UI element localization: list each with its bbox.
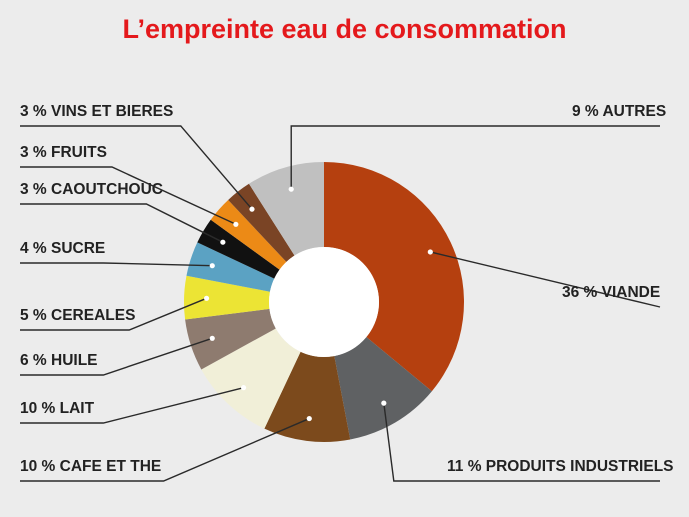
slice-viande [324, 162, 464, 392]
label-caoutchouc: 3 % CAOUTCHOUC [20, 181, 163, 198]
slice-lait [201, 328, 301, 429]
slice-fruits [210, 199, 287, 270]
leader-dot-viande [427, 249, 433, 255]
label-lait: 10 % LAIT [20, 400, 95, 417]
leader-dot-fruits [233, 221, 239, 227]
slice-cereales [184, 275, 270, 320]
label-sucre: 4 % SUCRE [20, 240, 105, 257]
leader-dot-autres [288, 186, 294, 192]
slice-cafe-et-the [264, 351, 351, 442]
leader-line-vins-et-bieres [20, 125, 253, 210]
leader-dot-huile [209, 335, 215, 341]
label-huile: 6 % HUILE [20, 352, 98, 369]
leader-line-lait [20, 386, 244, 424]
slice-huile [185, 308, 276, 370]
label-vins-et-bieres: 3 % VINS ET BIERES [20, 103, 173, 120]
slice-vins-et-bieres [228, 183, 295, 262]
leader-dot-vins-et-bieres [249, 206, 255, 212]
leader-line-viande [430, 251, 661, 308]
leader-line-autres [290, 125, 660, 190]
leader-line-sucre [20, 262, 213, 267]
slice-caoutchouc [197, 219, 280, 279]
leader-line-produits-industriels [383, 403, 660, 482]
label-cafe-et-the: 10 % CAFE ET THE [20, 458, 161, 475]
leader-line-huile [20, 337, 213, 376]
slice-sucre [186, 242, 275, 292]
leader-dot-caoutchouc [220, 239, 226, 245]
leader-dot-produits-industriels [381, 400, 387, 406]
label-cereales: 5 % CEREALES [20, 307, 135, 324]
leader-dot-cafe-et-the [306, 415, 312, 422]
leader-dot-sucre [209, 263, 215, 269]
leader-line-fruits [20, 166, 237, 225]
leader-dot-cereales [203, 295, 210, 301]
leader-line-cereales [20, 297, 207, 331]
donut-hole [269, 247, 379, 357]
slice-autres [248, 162, 324, 256]
label-produits-industriels: 11 % PRODUITS INDUSTRIELS [447, 458, 674, 475]
label-autres: 9 % AUTRES [572, 103, 666, 120]
label-fruits: 3 % FRUITS [20, 144, 107, 161]
label-viande: 36 % VIANDE [562, 284, 660, 301]
leader-dot-lait [240, 385, 247, 391]
chart-title: L’empreinte eau de consommation [122, 14, 567, 44]
slice-produits-industriels [334, 337, 432, 440]
leader-line-cafe-et-the [20, 417, 310, 482]
leader-line-caoutchouc [20, 203, 224, 243]
